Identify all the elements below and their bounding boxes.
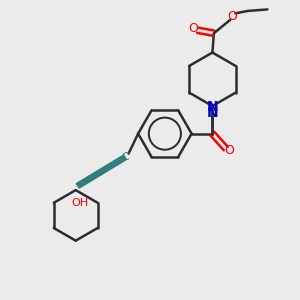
Text: N: N	[207, 106, 219, 120]
Text: C: C	[122, 152, 129, 162]
Text: N: N	[207, 100, 218, 115]
Text: O: O	[227, 10, 237, 23]
Text: O: O	[188, 22, 198, 35]
Text: O: O	[224, 144, 234, 158]
Text: OH: OH	[72, 199, 89, 208]
